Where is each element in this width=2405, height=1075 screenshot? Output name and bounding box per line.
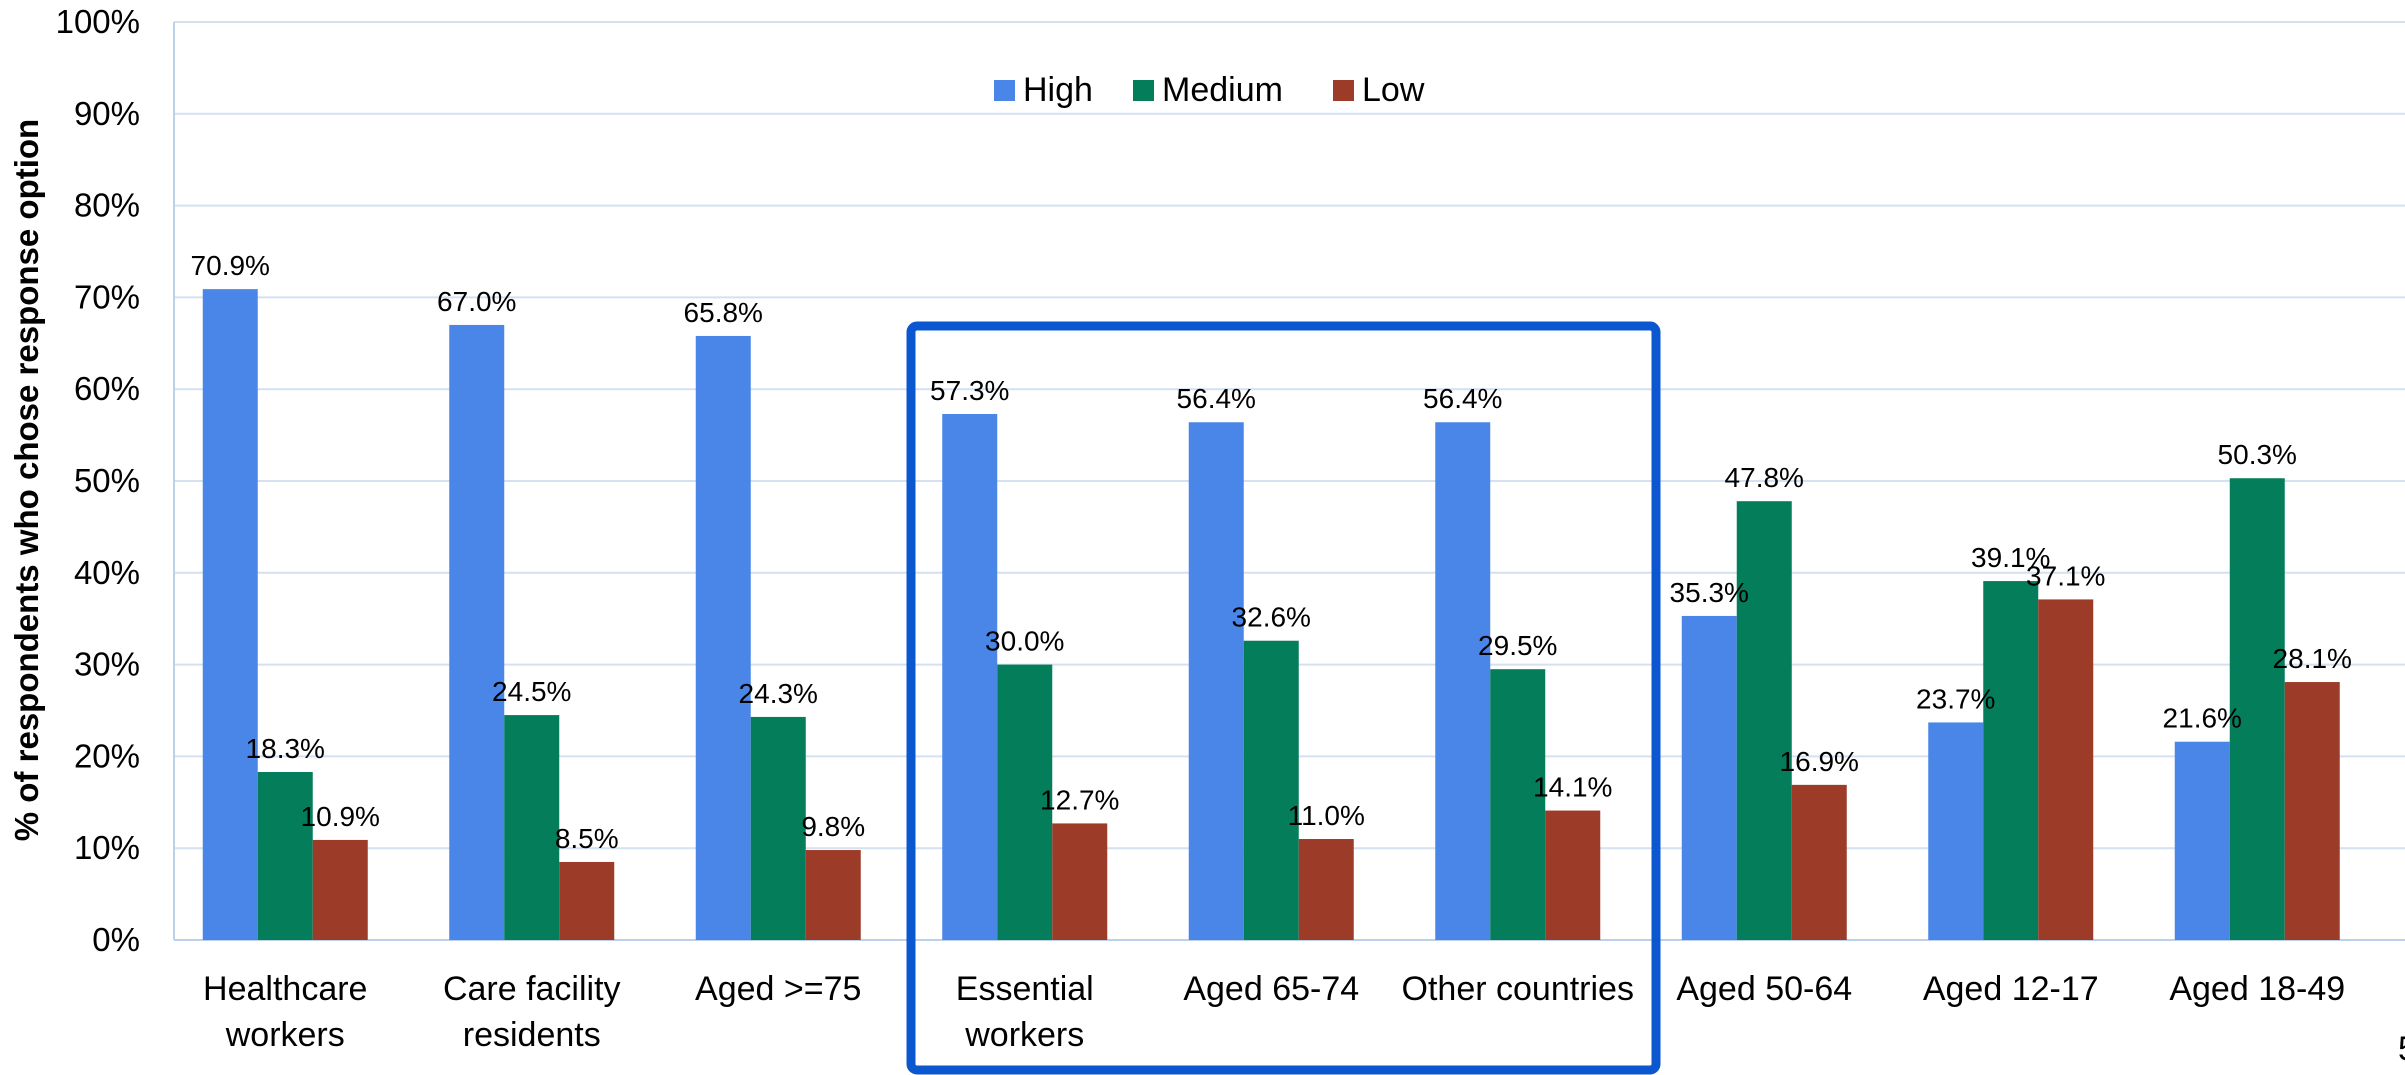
legend-swatch-high (994, 80, 1015, 101)
bar-medium (750, 716, 806, 940)
bar-high (449, 324, 505, 940)
legend-label-medium: Medium (1162, 71, 1283, 109)
data-label: 39.1% (1971, 542, 2050, 573)
data-label: 30.0% (985, 626, 1064, 657)
bar-medium (257, 772, 313, 940)
data-label: 10.9% (301, 801, 380, 832)
data-label: 50.3% (2218, 439, 2297, 470)
data-label: 11.0% (1288, 800, 1365, 831)
bar-low (1545, 810, 1601, 940)
bar-low (312, 839, 368, 940)
highlight-box (906, 321, 1661, 1075)
bar-high (202, 289, 258, 940)
y-tick-label: 90% (74, 95, 140, 132)
data-label: 56.4% (1423, 383, 1502, 414)
data-label: 8.5% (555, 823, 619, 854)
bar-high (1188, 422, 1244, 940)
data-label: 70.9% (191, 250, 270, 281)
bar-high (1681, 615, 1737, 940)
category-label: Aged 50-64 (1676, 970, 1852, 1008)
bar-low (1791, 784, 1847, 940)
bar-medium (997, 664, 1053, 940)
legend-swatch-low (1333, 80, 1354, 101)
bar-medium (504, 715, 560, 940)
category-label: Care facility residents (443, 970, 621, 1054)
legend-swatch-medium (1133, 80, 1154, 101)
data-label: 14.1% (1533, 772, 1612, 803)
category-labels: Healthcare workers Care facility residents A… (203, 970, 2345, 1054)
y-tick-label: 30% (74, 646, 140, 683)
bar-low (1052, 823, 1108, 940)
y-tick-label: 40% (74, 554, 140, 591)
bars (202, 289, 2340, 941)
y-tick-label: 60% (74, 370, 140, 407)
data-label: 47.8% (1725, 462, 1804, 493)
data-label: 21.6% (2163, 703, 2242, 734)
data-label: 12.7% (1040, 784, 1119, 815)
data-label: 18.3% (246, 733, 325, 764)
data-label: 65.8% (684, 297, 763, 328)
bar-low (2038, 599, 2094, 940)
bar-medium (1490, 669, 1546, 940)
category-label: Healthcare workers (203, 970, 367, 1054)
category-label: Essential workers (956, 970, 1094, 1054)
legend: High Medium Low (994, 71, 1425, 109)
data-label: 32.6% (1232, 602, 1311, 633)
y-tick-label: 0% (92, 921, 140, 958)
y-tick-label: 20% (74, 737, 140, 774)
data-label: 23.7% (1916, 683, 1995, 714)
data-label: 35.3% (1670, 577, 1749, 608)
y-tick-label: 70% (74, 278, 140, 315)
category-label: Aged 18-49 (2169, 970, 2345, 1008)
y-tick-label: 100% (56, 3, 140, 40)
category-label: Other countries (1402, 970, 1634, 1008)
y-axis-title: % of respondents who chose response opti… (8, 119, 45, 841)
bar-low (805, 850, 861, 940)
legend-label-high: High (1023, 71, 1093, 109)
data-label: 56.4% (1177, 383, 1256, 414)
data-label: 9.8% (801, 811, 865, 842)
data-label: 37.1% (2026, 560, 2105, 591)
bar-low (2284, 682, 2340, 940)
data-label: 57.3% (930, 375, 1009, 406)
bar-high (942, 413, 998, 941)
y-tick-label: 80% (74, 187, 140, 224)
y-tick-label: 50% (74, 462, 140, 499)
bar-medium (1736, 501, 1792, 940)
page-number: 5 (2398, 1030, 2405, 1068)
bar-high (2174, 741, 2230, 940)
category-label: Aged 12-17 (1923, 970, 2099, 1008)
data-labels: 70.9% 18.3% 10.9% 67.0% 24.5% 8.5% 65.8% 24.3% 9… (191, 250, 2352, 854)
bar-high (1435, 422, 1491, 940)
bar-low (1298, 839, 1354, 940)
y-tick-label: 10% (74, 829, 140, 866)
data-label: 24.3% (739, 678, 818, 709)
bar-low (559, 861, 615, 940)
category-label: Aged >=75 (695, 970, 861, 1008)
data-label: 16.9% (1780, 746, 1859, 777)
bar-high (1928, 722, 1984, 940)
data-label: 67.0% (437, 286, 516, 317)
data-label: 28.1% (2273, 643, 2352, 674)
bar-medium (1983, 581, 2039, 940)
bar-medium (1243, 640, 1299, 940)
category-label: Aged 65-74 (1183, 970, 1359, 1008)
bar-medium (2229, 478, 2285, 940)
data-label: 29.5% (1478, 630, 1557, 661)
legend-label-low: Low (1362, 71, 1425, 109)
data-label: 24.5% (492, 676, 571, 707)
bar-high (695, 335, 751, 940)
